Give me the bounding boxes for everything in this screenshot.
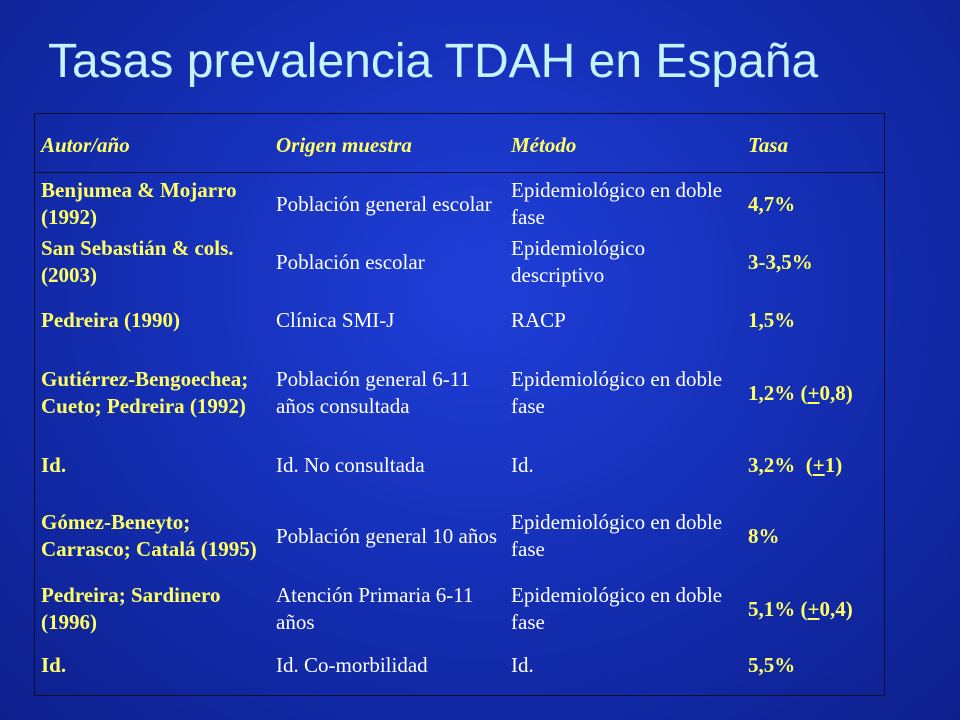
header-method: Método (511, 132, 577, 157)
plus-minus-sign: + (812, 452, 825, 477)
cell-origin: Id. Co-morbilidad (276, 652, 428, 677)
slide-title: Tasas prevalencia TDAH en España (48, 35, 819, 88)
cell-method: Epidemiológico en doble fase (511, 510, 723, 561)
cell-author: Pedreira; Sardinero (1996) (41, 583, 221, 634)
cell-method: RACP (511, 307, 566, 332)
header-divider (34, 172, 885, 173)
cell-rate: 5,1% (+0,4) (748, 596, 853, 621)
header-rate: Tasa (748, 132, 789, 157)
cell-origin: Id. No consultada (276, 452, 425, 477)
cell-rate: 3,2% (+1) (748, 452, 843, 477)
cell-author: Benjumea & Mojarro (1992) (41, 178, 237, 229)
cell-method: Epidemiológico en doble fase (511, 367, 723, 418)
cell-origin: Población general escolar (276, 191, 492, 216)
table-row: Pedreira (1990) Clínica SMI-J RACP 1,5% (0, 291, 960, 349)
cell-rate: 1,2% (+0,8) (748, 380, 853, 405)
cell-author: Id. (41, 452, 67, 477)
cell-method: Id. (511, 652, 534, 677)
cell-origin: Población escolar (276, 249, 425, 274)
cell-rate: 4,7% (748, 191, 796, 216)
cell-author: Gómez-Beneyto; Carrasco; Catalá (1995) (41, 510, 257, 561)
table-row: Id. Id. Co-morbilidad Id. 5,5% (0, 640, 960, 690)
cell-rate: 5,5% (748, 652, 796, 677)
table-row: Gómez-Beneyto; Carrasco; Catalá (1995) P… (0, 493, 960, 579)
table-row: Pedreira; Sardinero (1996) Atención Prim… (0, 579, 960, 639)
cell-method: Id. (511, 452, 534, 477)
table-row: San Sebastián & cols. (2003) Población e… (0, 233, 960, 291)
cell-method: Epidemiológico en doble fase (511, 178, 723, 229)
cell-rate: 8% (748, 523, 780, 548)
cell-author: Pedreira (1990) (41, 307, 180, 332)
header-origin: Origen muestra (276, 132, 412, 157)
cell-origin: Clínica SMI-J (276, 307, 395, 332)
plus-minus-sign: + (807, 380, 820, 405)
cell-origin: Atención Primaria 6-11 años (276, 583, 474, 634)
cell-origin: Población general 10 años (276, 523, 498, 548)
table-row: Gutiérrez-Bengoechea; Cueto; Pedreira (1… (0, 349, 960, 437)
table-header-row: Autor/año Origen muestra Método Tasa (0, 118, 960, 172)
table-row: Id. Id. No consultada Id. 3,2% (+1) (0, 440, 960, 490)
cell-origin: Población general 6-11 años consultada (276, 367, 470, 418)
cell-rate: 3-3,5% (748, 249, 813, 274)
plus-minus-sign: + (807, 596, 820, 621)
cell-rate: 1,5% (748, 307, 796, 332)
prevalence-table (34, 113, 885, 696)
cell-author: San Sebastián & cols. (2003) (41, 236, 234, 287)
cell-method: Epidemiológico en doble fase (511, 583, 723, 634)
cell-method: Epidemiológico descriptivo (511, 236, 646, 287)
header-author: Autor/año (41, 132, 130, 157)
cell-author: Id. (41, 652, 67, 677)
cell-author: Gutiérrez-Bengoechea; Cueto; Pedreira (1… (41, 367, 249, 418)
table-row: Benjumea & Mojarro (1992) Población gene… (0, 175, 960, 233)
